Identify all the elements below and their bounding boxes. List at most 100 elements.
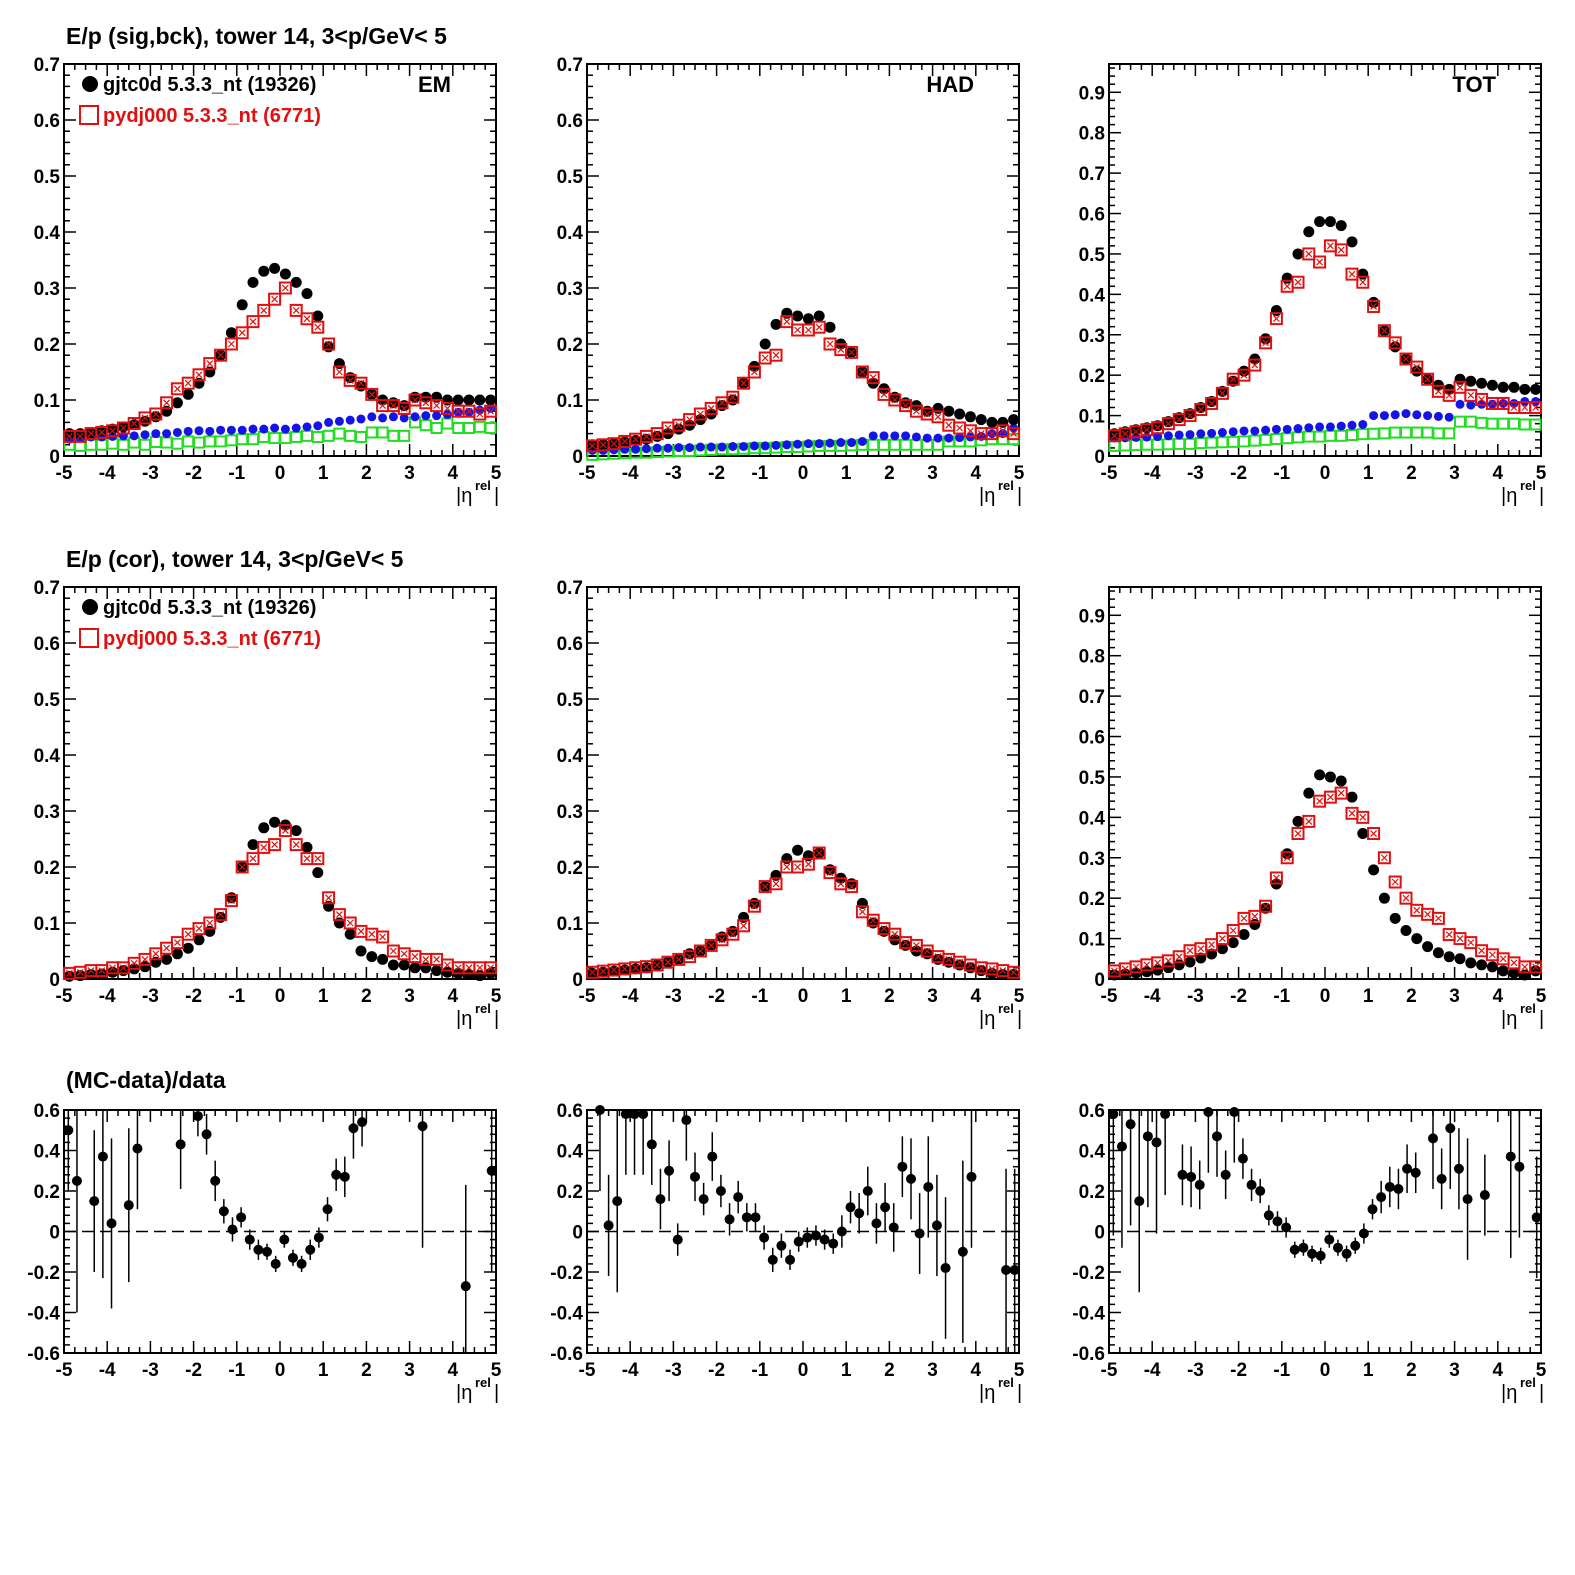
ratio-point bbox=[1307, 1248, 1318, 1259]
ratio-point bbox=[1298, 1242, 1309, 1253]
x-tick-label: 5 bbox=[491, 1360, 502, 1381]
x-axis-label: |η bbox=[1501, 1382, 1517, 1404]
bck-green-point bbox=[484, 422, 497, 434]
mc-point-cross bbox=[1164, 420, 1172, 428]
data-point bbox=[878, 925, 890, 937]
mc-point-cross bbox=[1326, 242, 1334, 250]
bck-blue-point bbox=[1423, 411, 1433, 421]
ratio-point bbox=[1255, 1186, 1266, 1196]
mc-point-cross bbox=[729, 930, 737, 938]
bck-blue-point bbox=[248, 424, 258, 434]
ratio-point bbox=[871, 1218, 882, 1229]
data-point bbox=[802, 313, 814, 325]
mc-point bbox=[747, 899, 761, 913]
data-point bbox=[215, 911, 227, 923]
ratio-point bbox=[802, 1232, 813, 1243]
mc-point bbox=[1529, 960, 1543, 974]
data-point bbox=[139, 961, 151, 973]
mc-point-cross bbox=[988, 965, 996, 973]
x-tick-label: 3 bbox=[404, 1360, 415, 1381]
x-tick-label: -2 bbox=[1230, 463, 1247, 484]
data-point bbox=[640, 433, 652, 445]
mc-point-cross bbox=[379, 933, 387, 941]
ratio-point bbox=[97, 1151, 108, 1162]
bck-blue-point bbox=[1433, 411, 1443, 421]
mc-point bbox=[376, 930, 390, 944]
bck-blue-point bbox=[334, 416, 344, 426]
data-point bbox=[1141, 966, 1153, 978]
data-point bbox=[193, 934, 205, 946]
ratio-point bbox=[262, 1246, 273, 1257]
bck-blue-point bbox=[749, 441, 759, 451]
x-tick-label: 2 bbox=[884, 1360, 895, 1381]
data-point bbox=[182, 388, 194, 400]
mc-point bbox=[1280, 851, 1294, 865]
ratio-point bbox=[287, 1252, 298, 1263]
mc-point-cross bbox=[487, 964, 495, 972]
data-point bbox=[900, 939, 912, 951]
x-tick-label: -4 bbox=[622, 463, 639, 484]
mc-point-cross bbox=[956, 424, 964, 432]
mc-point-cross bbox=[621, 438, 629, 445]
data-point bbox=[1508, 381, 1520, 393]
ratio-point bbox=[1246, 1179, 1257, 1190]
y-tick-label: 0.5 bbox=[557, 690, 584, 711]
mc-point-cross bbox=[707, 941, 715, 949]
panel-label: EM bbox=[418, 72, 451, 97]
data-point bbox=[1227, 937, 1239, 949]
bck-green-point bbox=[365, 426, 378, 439]
data-point bbox=[225, 327, 237, 339]
data-point bbox=[344, 372, 356, 384]
bck-green-point bbox=[311, 430, 324, 443]
x-axis-label-end: | bbox=[1539, 485, 1544, 507]
x-tick-label: -5 bbox=[56, 1360, 73, 1381]
mc-point-cross bbox=[1262, 339, 1270, 347]
bck-green-point bbox=[1151, 438, 1164, 451]
mc-point-cross bbox=[281, 284, 289, 292]
mc-point-cross bbox=[718, 399, 726, 407]
mc-point-cross bbox=[783, 863, 791, 871]
x-tick-label: -1 bbox=[1273, 1360, 1290, 1381]
ratio-point bbox=[236, 1212, 247, 1223]
bck-blue-point bbox=[1509, 398, 1519, 408]
mc-point-cross bbox=[1010, 430, 1018, 438]
row1-title: E/p (sig,bck), tower 14, 3<p/GeV< 5 bbox=[66, 23, 447, 49]
mc-point-cross bbox=[966, 427, 974, 435]
mc-point-cross bbox=[433, 402, 441, 410]
mc-point bbox=[354, 376, 368, 390]
y-tick-label: 0.4 bbox=[34, 746, 61, 767]
plot-frame bbox=[1108, 586, 1542, 980]
mc-point-cross bbox=[729, 393, 737, 401]
bck-blue-point bbox=[879, 431, 889, 441]
y-tick-label: 0.7 bbox=[1079, 164, 1105, 185]
legend-mc-marker bbox=[79, 628, 99, 648]
bck-green-point bbox=[1497, 417, 1510, 430]
mc-point bbox=[769, 877, 783, 891]
ratio-point bbox=[966, 1171, 977, 1182]
y-tick-label: 0.8 bbox=[1079, 647, 1105, 668]
data-point bbox=[608, 965, 620, 977]
bck-blue-point bbox=[1185, 430, 1195, 440]
bck-green-point bbox=[1302, 430, 1315, 443]
legend-row2: gjtc0d 5.3.3_nt (19326) pydj000 5.3.3_nt… bbox=[79, 597, 321, 650]
ratio-point bbox=[1505, 1151, 1516, 1162]
y-tick-label: 0.6 bbox=[1079, 728, 1105, 749]
mc-point-cross bbox=[389, 947, 397, 955]
x-axis-label-end: | bbox=[1017, 485, 1022, 507]
mc-point-cross bbox=[249, 318, 257, 326]
data-point bbox=[716, 400, 728, 412]
data-point bbox=[1260, 333, 1272, 345]
legend-row1: gjtc0d 5.3.3_nt (19326) pydj000 5.3.3_nt… bbox=[79, 74, 321, 127]
data-point bbox=[1324, 216, 1336, 228]
mc-point-cross bbox=[1175, 953, 1183, 961]
data-point bbox=[1497, 381, 1509, 393]
x-tick-label: -5 bbox=[579, 1360, 596, 1381]
y-tick-label: 0 bbox=[1094, 447, 1105, 468]
data-point bbox=[301, 841, 313, 853]
mc-point bbox=[737, 919, 751, 933]
panel-tot-cor: -5 -4 -3 -2 -1 0 1 2 3 4 5 |η rel | 0 0.1 0.2 0.3 0.4 0.5 0.… bbox=[1079, 586, 1547, 1030]
bck-green-point bbox=[117, 438, 130, 451]
x-axis-label: |η bbox=[979, 485, 995, 507]
bck-green-point bbox=[899, 438, 912, 451]
x-axis-label-sup: rel bbox=[1520, 478, 1536, 493]
